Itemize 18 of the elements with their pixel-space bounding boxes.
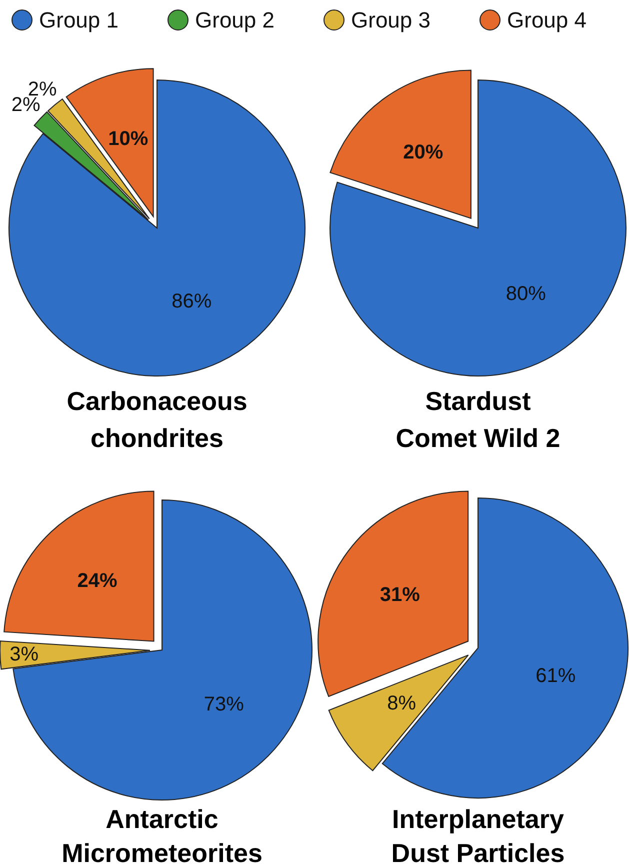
- data-label: 20%: [403, 141, 444, 164]
- legend-label: Group 2: [195, 8, 274, 32]
- data-label: 31%: [380, 584, 420, 606]
- legend-label: Group 4: [507, 8, 586, 32]
- data-label: 73%: [204, 694, 244, 716]
- text: Stardust Comet Wild 2: [396, 386, 560, 453]
- legend-label: Group 3: [351, 8, 430, 32]
- data-label: 24%: [77, 570, 118, 592]
- text: Antarctic Micrometeorites: [62, 804, 262, 868]
- text: Carbonaceous chondrites: [66, 386, 248, 453]
- legend-label: Group 1: [39, 8, 118, 32]
- data-label: 10%: [108, 128, 148, 150]
- text: Interplanetary Dust Particles: [391, 804, 565, 868]
- data-label: 3%: [10, 643, 39, 666]
- data-label: 61%: [536, 664, 576, 687]
- data-label: 8%: [387, 692, 416, 715]
- data-label: 86%: [172, 290, 212, 313]
- data-label: 80%: [506, 282, 546, 305]
